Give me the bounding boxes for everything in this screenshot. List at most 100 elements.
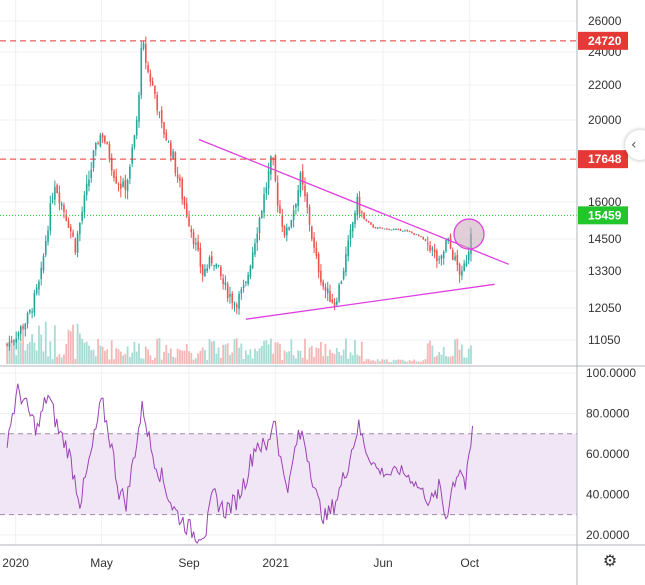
candle-body xyxy=(431,247,434,251)
candle-body xyxy=(224,282,227,285)
volume-bar xyxy=(6,342,9,364)
candle-body xyxy=(349,229,352,240)
candle-body xyxy=(142,43,145,49)
candle-body xyxy=(420,236,422,238)
candle-body xyxy=(19,326,22,334)
candle-body xyxy=(24,323,27,330)
volume-bar xyxy=(470,345,472,364)
x-tick-label: 2020 xyxy=(2,556,29,570)
volume-bar xyxy=(154,357,156,364)
settings-button[interactable]: ⚙ xyxy=(600,551,620,571)
volume-bar xyxy=(58,354,61,364)
candle-body xyxy=(299,172,302,193)
volume-bar xyxy=(40,334,43,364)
volume-bar xyxy=(201,347,204,364)
candle-body xyxy=(283,226,286,236)
volume-bar xyxy=(272,353,275,364)
volume-bar xyxy=(401,359,404,364)
candle-body xyxy=(156,94,158,111)
candle-body xyxy=(74,238,77,253)
candle-body xyxy=(240,289,243,294)
candle-body xyxy=(415,234,418,236)
volume-bar xyxy=(47,356,49,364)
candle-body xyxy=(288,227,290,230)
volume-bar xyxy=(151,359,154,364)
candle-body xyxy=(263,194,265,213)
candle-body xyxy=(363,212,365,220)
candle-body xyxy=(76,233,79,253)
volume-bar xyxy=(185,343,188,364)
candle-body xyxy=(374,227,377,229)
candle-body xyxy=(279,205,281,214)
candle-body xyxy=(390,229,393,231)
volume-bar xyxy=(467,348,470,364)
candle-body xyxy=(208,257,211,268)
volume-bar xyxy=(383,359,386,364)
candle-body xyxy=(260,210,263,218)
candle-body xyxy=(8,342,11,347)
candle-body xyxy=(272,157,274,159)
collapse-panel-button[interactable]: ‹ xyxy=(625,130,645,160)
volume-bar xyxy=(267,344,270,364)
volume-bar xyxy=(379,361,381,364)
volume-bar xyxy=(44,321,47,364)
volume-bar xyxy=(354,340,356,364)
volume-bar xyxy=(101,346,104,364)
volume-bar xyxy=(65,343,68,364)
candle-body xyxy=(154,85,156,94)
rsi-band-fill xyxy=(0,433,577,515)
volume-bar xyxy=(313,357,315,364)
candle-body xyxy=(267,171,270,189)
price-tags: 24720 17648 15459 xyxy=(578,31,628,225)
volume-bar xyxy=(258,348,261,364)
volume-bar xyxy=(317,348,320,364)
candle-body xyxy=(56,184,58,194)
volume-bar xyxy=(285,352,288,364)
price-level-lines xyxy=(0,40,577,216)
volume-bar xyxy=(256,351,259,364)
candle-body xyxy=(336,301,338,305)
volume-bar xyxy=(181,350,184,364)
candle-body xyxy=(406,230,409,232)
candle-body xyxy=(197,241,199,251)
candle-body xyxy=(320,270,322,283)
candle-body xyxy=(83,195,86,213)
price-tick-label: 12050 xyxy=(588,301,622,315)
volume-bar xyxy=(404,361,406,364)
candle-body xyxy=(220,266,222,277)
candle-body xyxy=(297,190,299,207)
chevron-left-icon: ‹ xyxy=(631,137,637,153)
candle-body xyxy=(265,187,268,194)
candle-body xyxy=(31,311,33,313)
candle-body xyxy=(108,144,111,160)
volume-bar xyxy=(365,359,368,364)
candle-body xyxy=(147,65,149,73)
volume-bar xyxy=(449,356,452,364)
volume-bar xyxy=(142,358,145,364)
price-tick-label: 22000 xyxy=(588,78,622,92)
volume-bar xyxy=(276,342,279,364)
volume-bar xyxy=(51,359,54,364)
candle-body xyxy=(354,212,356,225)
rsi-tick-label: 60.0000 xyxy=(586,447,630,461)
candle-body xyxy=(361,211,363,213)
candle-body xyxy=(60,203,63,206)
volume-bar xyxy=(290,339,293,364)
candle-body xyxy=(372,224,375,228)
volume-bar xyxy=(206,359,209,364)
candle-body xyxy=(411,231,413,234)
candle-body xyxy=(167,141,170,143)
volume-bar xyxy=(108,359,111,364)
candle-body xyxy=(311,226,313,239)
volume-bar xyxy=(56,356,59,364)
candle-body xyxy=(422,237,425,240)
candle-body xyxy=(333,302,336,307)
volume-bar xyxy=(281,359,284,364)
volume-bar xyxy=(390,361,393,364)
candle-body xyxy=(10,340,13,343)
volume-bar xyxy=(433,357,436,364)
volume-bar xyxy=(174,357,177,364)
rsi-tick-label: 80.0000 xyxy=(586,407,630,421)
volume-bar xyxy=(247,354,250,364)
